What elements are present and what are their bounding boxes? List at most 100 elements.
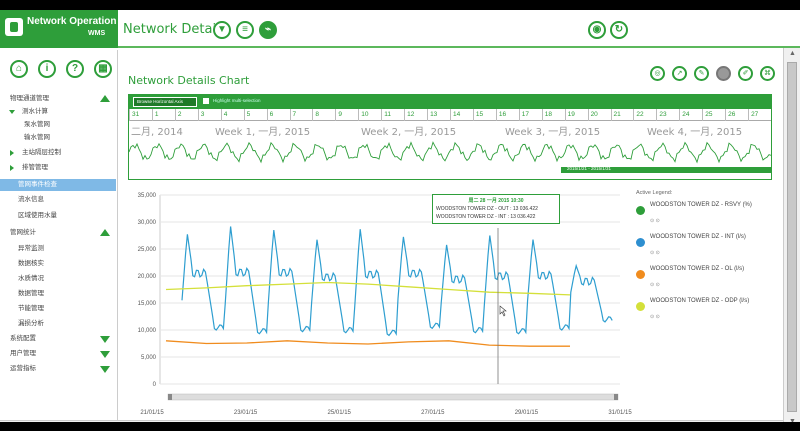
- navigator-selection[interactable]: [561, 167, 772, 173]
- sidebar-item-16[interactable]: 系统配置: [0, 333, 116, 345]
- sidebar-item-2[interactable]: 泵水管网: [24, 121, 50, 128]
- x-tick-label: 29/01/15: [515, 410, 539, 416]
- pencil-icon[interactable]: ✎: [694, 66, 709, 81]
- top-header: Network Operation WMS Network Details: ▼…: [0, 10, 800, 48]
- sidebar-item-11[interactable]: 数据核实: [18, 260, 44, 267]
- expand-icon[interactable]: [100, 351, 110, 358]
- day-tick: [404, 109, 406, 121]
- tooltip-row: WOODSTON TOWER DZ - OUT : 13 036.422: [436, 206, 538, 212]
- sidebar-item-14[interactable]: 节能管理: [18, 305, 44, 312]
- tooltip-row: WOODSTON TOWER DZ - INT : 13 036.422: [436, 214, 536, 220]
- day-label: 18: [544, 111, 552, 118]
- sidebar-item-0[interactable]: 物理通道管理: [0, 93, 116, 105]
- sidebar-item-7[interactable]: 流水信息: [18, 196, 44, 203]
- sidebar-item-13[interactable]: 数据管理: [18, 290, 44, 297]
- trend-icon[interactable]: ↗: [672, 66, 687, 81]
- circle-icon[interactable]: [716, 66, 731, 81]
- active-legend: Active Legend: WOODSTON TOWER DZ - RSVY …: [636, 190, 776, 320]
- pdf-icon[interactable]: ⌘: [760, 66, 775, 81]
- day-tick: [358, 109, 360, 121]
- legend-controls[interactable]: ⊙ ⊙: [650, 218, 660, 224]
- sidebar-item-15[interactable]: 漏损分析: [18, 320, 44, 327]
- sidebar-item-17[interactable]: 用户管理: [0, 348, 116, 360]
- scroll-thumb[interactable]: [787, 62, 797, 412]
- day-label: 2: [177, 111, 182, 118]
- day-tick: [679, 109, 681, 121]
- sidebar-item-10[interactable]: 异常监测: [18, 245, 44, 252]
- edit-icon[interactable]: ✐: [738, 66, 753, 81]
- day-tick: [381, 109, 383, 121]
- x-tick-label: 31/01/15: [608, 410, 632, 416]
- sidebar-item-4[interactable]: 主站隔层控制: [0, 147, 116, 159]
- day-label: 26: [728, 111, 736, 118]
- globe-icon[interactable]: ◉: [588, 21, 606, 39]
- vertical-scrollbar[interactable]: ▲ ▼: [783, 48, 800, 431]
- day-tick: [541, 109, 543, 121]
- sidebar-item-1[interactable]: 测水计算: [0, 106, 116, 118]
- network-details-title: Network Details:: [123, 22, 231, 37]
- eye-icon[interactable]: ◎: [650, 66, 665, 81]
- day-label: 3: [200, 111, 205, 118]
- list-icon[interactable]: ≡: [236, 21, 254, 39]
- legend-controls[interactable]: ⊙ ⊙: [650, 282, 660, 288]
- y-tick-label: 0: [153, 382, 157, 388]
- expand-icon[interactable]: [100, 366, 110, 373]
- sidebar-item-18[interactable]: 运营指标: [0, 363, 116, 375]
- main-chart[interactable]: 35,000 30,000 25,000 20,000 15,000 10,000 5,00…: [120, 188, 635, 420]
- sidebar-item-3[interactable]: 输水管网: [24, 134, 50, 141]
- day-tick: [220, 109, 222, 121]
- legend-dot: [636, 238, 645, 247]
- y-tick-label: 35,000: [138, 193, 157, 199]
- scroll-up-icon[interactable]: ▲: [789, 50, 796, 57]
- browse-horizontal-axis-button[interactable]: Browse Horizontal Axis: [133, 97, 197, 107]
- week-label: Week 3, 一月, 2015: [505, 127, 601, 138]
- collapse-icon[interactable]: [100, 95, 110, 102]
- day-tick: [197, 109, 199, 121]
- help-icon[interactable]: ?: [66, 60, 84, 78]
- legend-label: WOODSTON TOWER DZ - ODP (l/s): [650, 298, 750, 304]
- expand-icon[interactable]: [100, 336, 110, 343]
- funnel-icon[interactable]: ▼: [213, 21, 231, 39]
- range-handle-left: [168, 394, 172, 400]
- dashboard-icon[interactable]: ▦: [94, 60, 112, 78]
- day-label: 15: [475, 111, 484, 118]
- day-label: 4: [223, 111, 228, 118]
- legend-label: WOODSTON TOWER DZ - INT (l/s): [650, 234, 746, 240]
- week-label: Week 2, 一月, 2015: [361, 127, 457, 138]
- expand-down-icon: [9, 110, 15, 114]
- range-slider: [167, 393, 619, 401]
- day-tick: [289, 109, 291, 121]
- sidebar-item-6[interactable]: 管网事件检查: [0, 179, 116, 191]
- navigator-toolbar: Browse Horizontal Axis Highlight multi-s…: [129, 95, 771, 109]
- home-icon[interactable]: ⌂: [10, 60, 28, 78]
- info-icon[interactable]: i: [38, 60, 56, 78]
- sidebar-item-8[interactable]: 区域使用水量: [18, 212, 57, 219]
- chart-icon[interactable]: ⌁: [259, 21, 277, 39]
- range-handle-right: [614, 394, 618, 400]
- day-label: 6: [269, 111, 274, 118]
- collapse-icon[interactable]: [100, 229, 110, 236]
- app-logo: Network Operation WMS: [0, 10, 118, 48]
- navigator-sparkline: [129, 141, 771, 164]
- day-tick: [450, 109, 451, 121]
- sidebar-item-9[interactable]: 管网统计: [0, 227, 116, 239]
- sidebar-item-5[interactable]: 排管管理: [0, 162, 116, 174]
- legend-controls[interactable]: ⊙ ⊙: [650, 250, 660, 256]
- day-label: 31: [132, 111, 140, 118]
- day-tick: [656, 109, 658, 121]
- chart-navigator[interactable]: Browse Horizontal Axis Highlight multi-s…: [128, 94, 772, 180]
- refresh-icon[interactable]: ↻: [610, 21, 628, 39]
- legend-controls[interactable]: ⊙ ⊙: [650, 314, 660, 320]
- y-tick-label: 10,000: [138, 328, 157, 334]
- y-tick-label: 25,000: [138, 247, 157, 253]
- multi-selection-checkbox[interactable]: [203, 98, 209, 104]
- chart-title: Network Details Chart: [128, 74, 250, 87]
- day-label: 1: [154, 111, 159, 118]
- series-line-ol: [165, 340, 570, 347]
- day-label: 10: [361, 111, 369, 118]
- day-label: 23: [659, 111, 667, 118]
- sidebar-item-12[interactable]: 水质情况: [18, 275, 44, 282]
- series-line-odp: [165, 281, 571, 296]
- tooltip-title: 周二 28 一月 2015 10:30: [468, 198, 524, 204]
- scroll-down-icon[interactable]: ▼: [789, 418, 796, 425]
